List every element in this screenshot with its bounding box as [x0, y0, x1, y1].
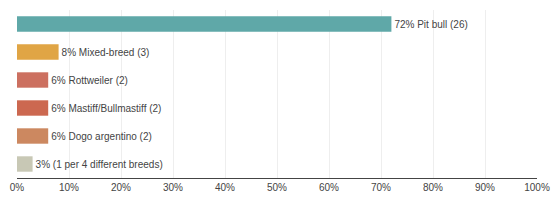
svg-text:70%: 70%	[371, 182, 391, 193]
svg-text:72% Pit bull (26): 72% Pit bull (26)	[394, 19, 467, 30]
svg-text:10%: 10%	[59, 182, 79, 193]
svg-text:6% Rottweiler (2): 6% Rottweiler (2)	[51, 75, 128, 86]
svg-text:100%: 100%	[524, 182, 550, 193]
svg-text:3% (1 per 4 different breeds): 3% (1 per 4 different breeds)	[36, 159, 163, 170]
svg-text:90%: 90%	[475, 182, 495, 193]
svg-text:40%: 40%	[215, 182, 235, 193]
svg-text:6% Dogo argentino (2): 6% Dogo argentino (2)	[51, 131, 152, 142]
svg-text:0%: 0%	[10, 182, 25, 193]
svg-text:60%: 60%	[319, 182, 339, 193]
svg-text:8% Mixed-breed (3): 8% Mixed-breed (3)	[62, 47, 150, 58]
svg-text:20%: 20%	[111, 182, 131, 193]
svg-text:80%: 80%	[423, 182, 443, 193]
svg-text:30%: 30%	[163, 182, 183, 193]
svg-text:50%: 50%	[267, 182, 287, 193]
svg-text:6% Mastiff/Bullmastiff (2): 6% Mastiff/Bullmastiff (2)	[51, 103, 161, 114]
